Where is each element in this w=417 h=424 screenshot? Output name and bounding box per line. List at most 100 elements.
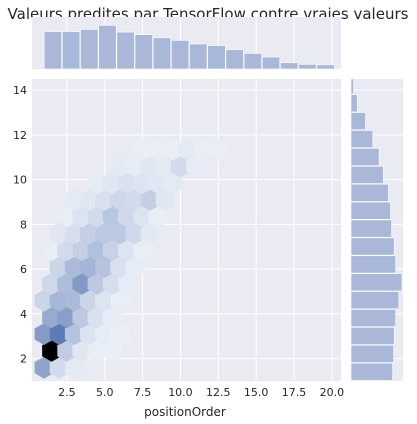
hexbin-cell (87, 205, 107, 228)
y-tick-label: 12 (13, 129, 27, 142)
top-marginal-histogram (32, 17, 341, 70)
right-marginal-histogram (350, 78, 403, 381)
hexbin-cell (95, 188, 115, 211)
hexbin-cell (80, 323, 100, 346)
right-histogram-bar (350, 78, 354, 95)
top-histogram-bar (98, 25, 117, 70)
hexbin-cell (125, 188, 145, 211)
hexbin-cell (72, 239, 92, 262)
top-histogram-bar (43, 31, 62, 70)
hexbin-cell (72, 272, 92, 295)
hexbin-cell (49, 323, 69, 346)
hexbin-cell (87, 272, 107, 295)
top-histogram-bar (80, 29, 99, 70)
hexbin-cell (163, 172, 183, 195)
hexbin-cell (49, 289, 69, 312)
right-histogram-bar (350, 291, 400, 310)
hexbin-cell (148, 172, 168, 195)
top-histogram-bar (189, 43, 208, 70)
right-histogram-bar (350, 309, 397, 328)
hexbin-cell (64, 222, 84, 245)
y-tick-label: 4 (20, 308, 27, 321)
hexbin-cell (155, 155, 175, 178)
hexbin-cell (80, 222, 100, 245)
hexbin-cell (148, 138, 168, 161)
top-histogram-bar (134, 34, 153, 70)
hexbin-cell (57, 239, 77, 262)
hexbin-cell (133, 172, 153, 195)
right-histogram-bar (350, 327, 395, 345)
top-histogram-bar (207, 45, 226, 70)
hexbin-cell (110, 255, 130, 278)
hexbin-cell (117, 272, 137, 295)
hexbin-cell (80, 289, 100, 312)
hexbin-cell (155, 188, 175, 211)
hexbin-cell (163, 138, 183, 161)
y-tick-label: 14 (13, 84, 27, 97)
right-histogram-bar (350, 273, 403, 292)
hexbin-cell (87, 239, 107, 262)
hexbin-cell (102, 205, 122, 228)
hexbin-cell (140, 222, 160, 245)
hexbin-cell (42, 339, 62, 362)
hexbin-cell (42, 306, 62, 329)
top-histogram-bar (116, 31, 135, 70)
hexbin-cell (125, 155, 145, 178)
hexbin-cell (87, 339, 107, 362)
hexbin-cell (110, 155, 130, 178)
hexbin-cell (49, 255, 69, 278)
right-histogram-bar (350, 219, 392, 238)
right-histogram-bar (350, 255, 397, 274)
hexbin-cell (34, 356, 54, 379)
hexbin-cell (80, 255, 100, 278)
right-histogram-bar (350, 148, 380, 166)
hexbin-cell (125, 255, 145, 278)
x-tick-label: 10.0 (168, 386, 193, 399)
top-histogram-bar (171, 40, 190, 70)
hexbin-cell (140, 155, 160, 178)
hexbin-cell (102, 272, 122, 295)
hexbin-cell (57, 306, 77, 329)
right-histogram-bar (350, 130, 374, 149)
hexbin-cell (95, 323, 115, 346)
right-histogram-bar (350, 344, 394, 363)
hexbin-cell (57, 339, 77, 362)
hexbin-cell (95, 255, 115, 278)
top-histogram-bar (61, 31, 81, 70)
top-histogram-bar (280, 62, 299, 70)
top-histogram-bar (261, 56, 281, 70)
x-tick-label: 20.0 (320, 386, 345, 399)
right-histogram-bar (350, 112, 366, 131)
hexbin-cell (72, 306, 92, 329)
hexbin-cell (102, 306, 122, 329)
hexbin-cell (140, 188, 160, 211)
hexbin-cell (133, 205, 153, 228)
x-tick-label: 15.0 (244, 386, 269, 399)
hexbin-cell (102, 172, 122, 195)
x-tick-label: 2.5 (58, 386, 76, 399)
top-histogram-bar (298, 64, 317, 70)
hexbin-cell (95, 222, 115, 245)
hexbin-cell (49, 356, 69, 379)
hexbin-cell (80, 188, 100, 211)
hexbin-cell (64, 289, 84, 312)
hexbin-cell (133, 138, 153, 161)
top-histogram-bar (316, 64, 335, 70)
hexbin-cell (110, 323, 130, 346)
hexbin-cell (57, 272, 77, 295)
y-tick-label: 8 (20, 218, 27, 231)
hexbin-cell (34, 323, 54, 346)
hexbin-cell (117, 239, 137, 262)
hexbin-cell (42, 239, 62, 262)
y-tick-label: 10 (13, 174, 27, 187)
hexbin-cell (34, 289, 54, 312)
hexbin-cell (72, 205, 92, 228)
hexbin-cell (42, 272, 62, 295)
hexbin-cell (110, 222, 130, 245)
hexbin-cell (87, 306, 107, 329)
hexbin-cell (57, 205, 77, 228)
hexbin-cell (102, 239, 122, 262)
hexbin-cell (64, 188, 84, 211)
